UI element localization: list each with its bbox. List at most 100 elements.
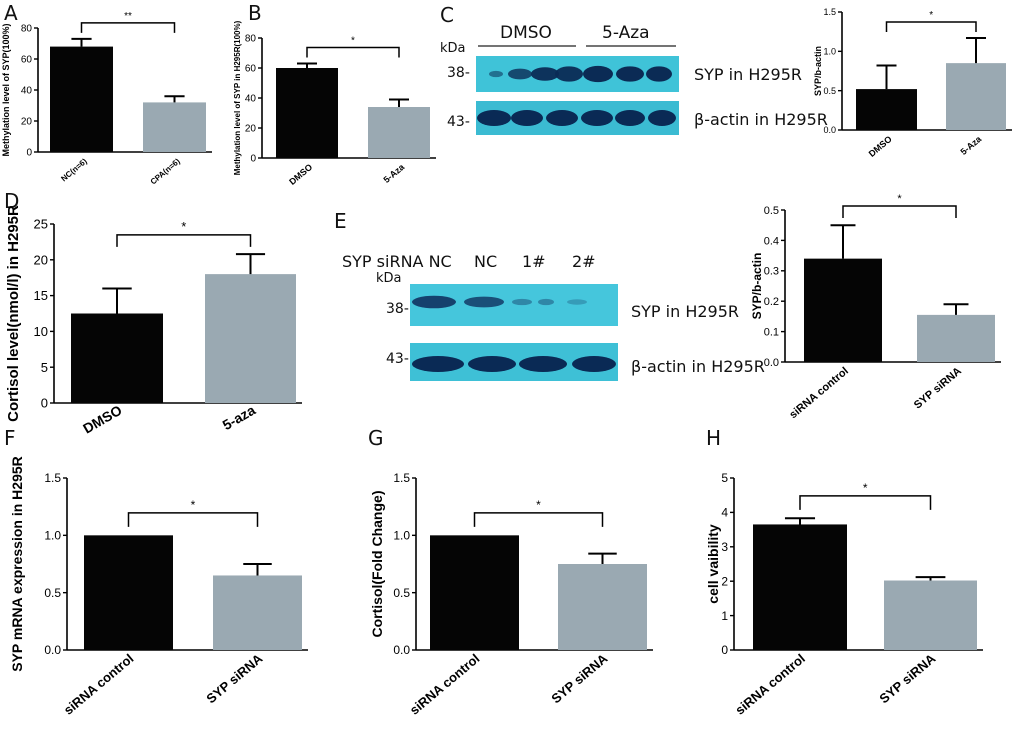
chart-g-y-label: Cortisol(Fold Change)	[369, 491, 385, 638]
chart-f-category-label-2: SYP siRNA	[203, 650, 266, 706]
panel-letter-e: E	[334, 209, 347, 233]
blot-band	[567, 299, 587, 305]
chart-d-y-label: Cortisol level(nmol/l) in H295R	[5, 205, 22, 422]
chart-c-significance-bracket	[885, 21, 977, 32]
chart-a-bar-1	[50, 46, 113, 152]
chart-f-ytick-label: 1.0	[44, 529, 61, 543]
chart-b-ytick-label: 60	[245, 64, 257, 75]
chart-g-bar-1	[430, 535, 519, 650]
blot-band	[511, 110, 543, 126]
chart-d-ytick-label: 10	[34, 324, 48, 339]
chart-e-ytick-label: 0.2	[764, 296, 779, 308]
blot-e-actin-bands	[412, 356, 616, 372]
chart-g-ytick-label: 1.5	[393, 471, 410, 485]
panel-letter-g: G	[368, 426, 384, 450]
chart-h-ytick-label: 3	[721, 540, 728, 554]
chart-g-significance-bracket	[473, 512, 604, 527]
chart-c: 0.0 0.5 1.0 1.5 SYP/b-actin DMSO 5-Aza *	[813, 7, 1012, 159]
chart-h-category-label-2: SYP siRNA	[876, 650, 939, 706]
chart-e-error-bar-2	[943, 303, 969, 315]
blot-band	[538, 298, 554, 306]
chart-a-error-bar-1	[71, 37, 92, 47]
blot-e-kda-label: kDa	[376, 271, 402, 286]
panel-letter-d: D	[4, 189, 19, 213]
chart-a-y-label: Methylation level of SYP(100%)	[1, 23, 11, 156]
chart-c-ytick-label: 1.5	[823, 7, 836, 17]
chart-h-y-label: cell vaibility	[705, 524, 721, 604]
chart-b-bar-2	[368, 107, 430, 158]
chart-g-category-label-2: SYP siRNA	[548, 650, 611, 706]
blot-c-group-label-5aza: 5-Aza	[602, 23, 650, 43]
chart-f-significance-bracket	[127, 512, 259, 527]
chart-f-error-bar-2	[243, 563, 272, 576]
chart-h-ytick-label: 2	[721, 574, 728, 588]
chart-f: 0.0 0.5 1.0 1.5 SYP mRNA expression in H295R…	[9, 456, 308, 718]
chart-c-category-label-1: DMSO	[867, 134, 894, 159]
chart-e: 0.0 0.1 0.2 0.3 0.4 0.5 SYP/b-actin siRNA contr…	[750, 193, 1001, 421]
chart-h-ytick-label: 0	[721, 643, 728, 657]
chart-b-error-bar-2	[389, 98, 409, 107]
blot-c-band-label-syp: SYP in H295R	[694, 65, 802, 84]
blot-band	[583, 65, 613, 83]
chart-e-y-label: SYP/b-actin	[750, 253, 764, 320]
chart-h-ytick-label: 1	[721, 609, 728, 623]
chart-e-ytick-label: 0.3	[764, 266, 779, 278]
chart-c-error-bar-2	[966, 36, 986, 64]
blot-band	[412, 295, 456, 309]
chart-a-ytick-label: 80	[21, 24, 33, 35]
chart-e-error-bar-1	[830, 224, 856, 259]
blot-band	[555, 66, 583, 82]
chart-e-ytick-label: 0.4	[764, 235, 779, 247]
western-blot-e: SYP siRNA NC NC 1# 2# kDa 38- 43- SYP in…	[342, 252, 765, 381]
panel-letter-b: B	[248, 1, 262, 25]
chart-c-ytick-label: 0.5	[823, 86, 836, 96]
blot-band	[615, 110, 645, 126]
chart-d-category-label-2: 5-aza	[220, 402, 259, 433]
panel-letter-c: C	[440, 3, 454, 27]
blot-e-mw-38: 38-	[386, 301, 409, 317]
chart-d-bar-1	[71, 313, 163, 403]
chart-g-error-bar-2	[588, 552, 617, 564]
blot-band	[572, 356, 616, 372]
chart-f-significance-label: *	[191, 498, 196, 512]
blot-e-lane-label-2: 2#	[572, 252, 596, 271]
chart-a-ytick-label: 0	[26, 148, 32, 159]
chart-d-bar-2	[205, 274, 296, 403]
blot-c-kda-label: kDa	[440, 41, 466, 56]
chart-g-category-label-1: siRNA control	[407, 651, 483, 718]
chart-b-bar-1	[276, 68, 338, 158]
chart-b-ytick-label: 80	[245, 34, 257, 45]
chart-b-ytick-label: 0	[250, 154, 256, 165]
chart-c-significance-label: *	[929, 10, 933, 21]
blot-band	[489, 70, 503, 78]
blot-band	[468, 356, 516, 372]
chart-g-ytick-label: 0.0	[393, 643, 410, 657]
chart-c-category-label-2: 5-Aza	[958, 133, 984, 157]
chart-e-significance-bracket	[842, 205, 957, 218]
chart-a-ytick-label: 40	[21, 86, 33, 97]
chart-h-ytick-label: 5	[721, 471, 728, 485]
chart-e-category-label-1: siRNA control	[787, 365, 851, 421]
chart-f-ytick-label: 0.5	[44, 586, 61, 600]
chart-b-significance-label: *	[351, 36, 355, 47]
chart-b-ytick-label: 40	[245, 94, 257, 105]
blot-band	[508, 68, 532, 80]
chart-a-ytick-label: 60	[21, 55, 33, 66]
chart-g: 0.0 0.5 1.0 1.5 Cortisol(Fold Change) siRNA c…	[369, 471, 653, 718]
chart-g-ytick-label: 1.0	[393, 529, 410, 543]
chart-h-significance-label: *	[863, 481, 868, 495]
blot-band	[519, 356, 567, 372]
blot-c-group-label-dmso: DMSO	[500, 23, 552, 43]
chart-d: 0 5 10 15 20 25 Cortisol level(nmol/l) in H295…	[5, 205, 302, 437]
chart-b-ytick-label: 20	[245, 124, 257, 135]
chart-e-ytick-label: 0.5	[764, 205, 779, 217]
chart-h-error-bar-1	[784, 517, 816, 525]
chart-h-bar-1	[753, 524, 847, 650]
chart-d-ytick-label: 15	[34, 288, 48, 303]
chart-h-bar-2	[884, 580, 977, 650]
chart-c-error-bar-1	[876, 64, 897, 90]
chart-e-significance-label: *	[897, 193, 902, 205]
chart-d-significance-bracket	[116, 234, 252, 247]
